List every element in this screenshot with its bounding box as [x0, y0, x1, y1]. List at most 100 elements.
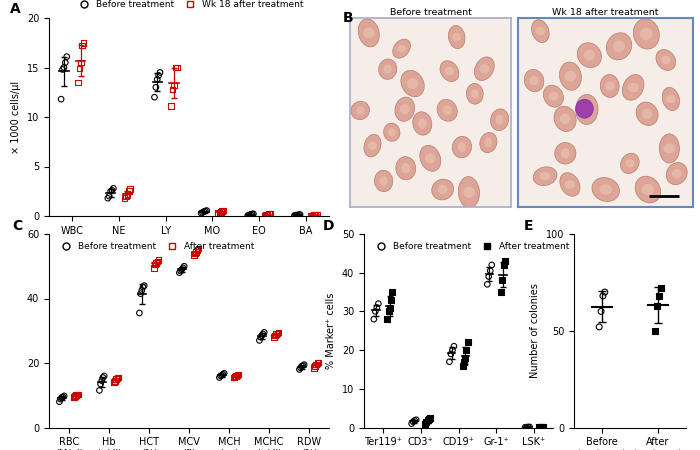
- Point: [57, 393, 69, 400]
- Point: [192, 247, 203, 254]
- Legend: Before treatment, Wk 18 after treatment: Before treatment, Wk 18 after treatment: [71, 0, 307, 13]
- Ellipse shape: [540, 172, 550, 180]
- Point: [228, 374, 239, 381]
- Ellipse shape: [627, 83, 639, 92]
- Point: [72, 79, 83, 86]
- Point: [263, 211, 274, 218]
- Point: [653, 292, 664, 300]
- Point: [245, 211, 256, 218]
- Point: [218, 370, 230, 377]
- Point: [536, 423, 547, 431]
- Ellipse shape: [480, 133, 497, 153]
- Point: [295, 211, 306, 218]
- Point: [258, 329, 270, 336]
- Point: [94, 387, 105, 394]
- Point: [57, 66, 68, 73]
- Point: [153, 256, 164, 263]
- Point: [255, 333, 266, 341]
- Point: [650, 327, 661, 334]
- Point: [444, 358, 455, 365]
- Point: [406, 420, 417, 427]
- Point: [409, 417, 420, 424]
- Point: [311, 361, 322, 368]
- Title: Wk 18 after treatment: Wk 18 after treatment: [552, 8, 659, 17]
- Point: [152, 76, 163, 83]
- Point: [295, 364, 306, 371]
- Point: [254, 337, 265, 344]
- Ellipse shape: [543, 85, 564, 107]
- Y-axis label: Number of colonies: Number of colonies: [531, 284, 540, 378]
- Point: [172, 64, 183, 71]
- Ellipse shape: [661, 56, 671, 64]
- Ellipse shape: [575, 99, 594, 118]
- Text: C: C: [13, 219, 23, 233]
- Point: [312, 360, 323, 367]
- Point: [246, 211, 258, 218]
- Point: [150, 259, 162, 266]
- Ellipse shape: [640, 28, 653, 40]
- Point: [299, 361, 310, 368]
- Ellipse shape: [400, 104, 410, 114]
- Point: [149, 261, 160, 268]
- Ellipse shape: [554, 143, 576, 164]
- Point: [69, 392, 80, 400]
- Point: [273, 329, 284, 336]
- Point: [97, 374, 108, 381]
- Point: [134, 310, 145, 317]
- Ellipse shape: [420, 145, 441, 171]
- Ellipse shape: [599, 184, 612, 195]
- Point: [310, 211, 321, 218]
- Ellipse shape: [401, 163, 410, 173]
- Point: [262, 211, 273, 218]
- Point: [106, 187, 118, 194]
- Point: [73, 391, 84, 398]
- Ellipse shape: [395, 97, 414, 122]
- Point: [123, 188, 134, 195]
- Point: [270, 332, 281, 339]
- Point: [61, 53, 72, 60]
- Point: [522, 423, 533, 431]
- Ellipse shape: [364, 135, 381, 157]
- Point: [411, 416, 422, 423]
- Point: [212, 209, 223, 216]
- Point: [248, 210, 259, 217]
- Point: [597, 292, 608, 300]
- Ellipse shape: [560, 114, 570, 124]
- Point: [460, 354, 471, 361]
- Point: [292, 212, 303, 219]
- Point: [259, 212, 270, 219]
- Point: [78, 39, 89, 46]
- Point: [296, 363, 307, 370]
- Point: [533, 423, 544, 431]
- Point: [462, 339, 473, 346]
- Point: [457, 362, 468, 369]
- Ellipse shape: [458, 142, 466, 152]
- Ellipse shape: [642, 109, 652, 119]
- Ellipse shape: [379, 176, 388, 186]
- Ellipse shape: [634, 19, 659, 49]
- Point: [309, 363, 321, 370]
- Point: [149, 94, 160, 101]
- Ellipse shape: [452, 33, 461, 41]
- Ellipse shape: [485, 138, 492, 147]
- Ellipse shape: [445, 67, 454, 75]
- Title: Before treatment: Before treatment: [390, 8, 471, 17]
- Point: [218, 371, 229, 378]
- Point: [498, 261, 510, 269]
- Point: [170, 64, 181, 71]
- Point: [447, 346, 458, 354]
- Ellipse shape: [384, 123, 400, 141]
- Point: [230, 373, 241, 380]
- Point: [232, 372, 243, 379]
- Ellipse shape: [432, 179, 454, 200]
- Ellipse shape: [475, 57, 494, 81]
- Point: [384, 304, 395, 311]
- Ellipse shape: [565, 180, 575, 189]
- Ellipse shape: [529, 76, 539, 85]
- Ellipse shape: [384, 65, 392, 74]
- Point: [385, 296, 396, 303]
- Ellipse shape: [491, 109, 509, 130]
- Ellipse shape: [625, 159, 634, 167]
- Point: [139, 282, 150, 289]
- Point: [309, 212, 320, 219]
